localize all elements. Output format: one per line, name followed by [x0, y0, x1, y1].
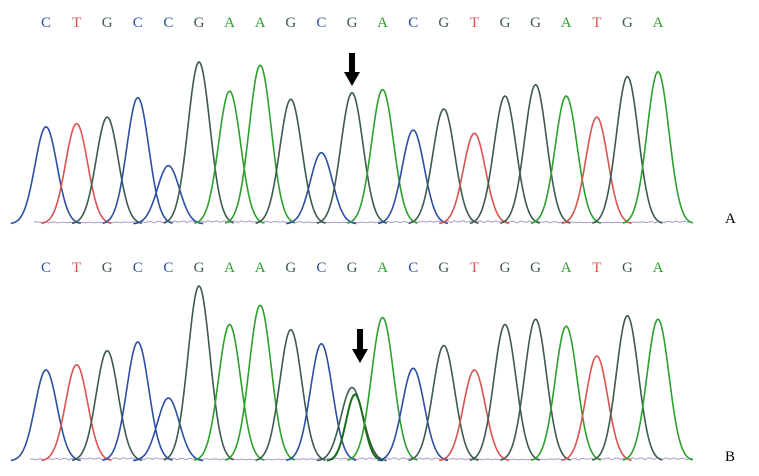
- baseline-noise-trace: [33, 220, 692, 224]
- panel-b-peak-3: [102, 341, 173, 462]
- panel-b-peak-10: [316, 386, 387, 462]
- panel-b-peak-1: [41, 363, 112, 462]
- panel-a-variant-arrow-icon: [344, 53, 360, 86]
- panel-b-base-18: T: [592, 260, 601, 276]
- panel-a-base-7: A: [255, 15, 266, 31]
- panel-a-peak-11: [347, 88, 418, 224]
- panel-a-base-15: G: [500, 15, 511, 31]
- panel-b-base-17: A: [561, 260, 572, 276]
- panel-b-base-2: G: [102, 260, 113, 276]
- panel-a-base-3: C: [133, 15, 143, 31]
- panel-b-peak-15: [469, 323, 541, 461]
- panel-a-base-12: C: [408, 15, 418, 31]
- panel-b-peak-12: [377, 367, 449, 462]
- panel-b-base-14: T: [470, 260, 479, 276]
- panel-a-base-6: A: [224, 15, 235, 31]
- panel-a-base-8: G: [285, 15, 296, 31]
- panel-b-base-16: G: [530, 260, 541, 276]
- panel-b-base-10: G: [347, 260, 358, 276]
- panel-a-peak-5: [163, 61, 235, 224]
- panel-a-base-1: T: [72, 15, 81, 31]
- panel-a-base-5: G: [194, 15, 205, 31]
- panel-a-base-17: A: [561, 15, 572, 31]
- panel-b-peak-5: [163, 285, 235, 461]
- panel-b-base-6: A: [224, 260, 235, 276]
- panel-b-peak-20: [622, 318, 694, 461]
- panel-b-base-11: A: [377, 260, 388, 276]
- panel-a-base-0: C: [41, 15, 51, 31]
- panel-a-base-11: A: [377, 15, 388, 31]
- panel-a-peak-0: [10, 125, 81, 225]
- panel-b-peak-4: [133, 397, 204, 462]
- panel-b-peak-16: [500, 318, 571, 461]
- panel-a-base-4: C: [163, 15, 173, 31]
- panel-a-base-14: T: [470, 15, 479, 31]
- panel-b-peak-18: [561, 355, 632, 462]
- panel-a-peak-17: [530, 95, 602, 224]
- panel-a-base-16: G: [530, 15, 541, 31]
- panel-a-peak-16: [500, 83, 571, 224]
- panel-b-peak-6: [194, 323, 265, 461]
- panel-b-base-8: G: [285, 260, 296, 276]
- panel-b-peak-9: [286, 342, 357, 462]
- panel-a-peak-6: [194, 90, 265, 224]
- chromatogram-panel-a: C T G C C G A A G C G A C G T G G A T G A A: [10, 15, 736, 227]
- panel-b-label: B: [725, 449, 735, 465]
- panel-b-base-19: G: [622, 260, 633, 276]
- panel-b-base-5: G: [194, 260, 205, 276]
- panel-b-peak-13: [408, 344, 479, 462]
- panel-a-peak-9: [286, 151, 357, 225]
- panel-b-base-1: T: [72, 260, 81, 276]
- panel-b-peak-11: [347, 316, 418, 461]
- panel-a-peak-12: [377, 129, 449, 225]
- panel-a-peak-8: [255, 98, 326, 225]
- panel-b-base-3: C: [133, 260, 143, 276]
- panel-b-base-20: A: [653, 260, 664, 276]
- panel-a-base-13: G: [438, 15, 449, 31]
- panel-b-peak-19: [591, 314, 663, 461]
- panel-b-peak-8: [255, 328, 326, 461]
- panel-b-base-15: G: [500, 260, 511, 276]
- panel-a-base-18: T: [592, 15, 601, 31]
- panel-b-base-9: C: [316, 260, 326, 276]
- panel-b-base-7: A: [255, 260, 266, 276]
- panel-a-base-2: G: [102, 15, 113, 31]
- panel-b-peak-2: [71, 349, 143, 462]
- panel-a-peak-15: [469, 95, 540, 224]
- panel-b-base-4: C: [163, 260, 173, 276]
- panel-a-peak-14: [439, 132, 510, 225]
- panel-a-peak-20: [622, 70, 694, 224]
- panel-a-peak-19: [591, 75, 663, 224]
- panel-b-peak-0: [10, 369, 81, 462]
- panel-b-base-13: G: [438, 260, 449, 276]
- panel-b-peak-17: [530, 325, 602, 461]
- chromatogram-panel-b: C T G C C G A A G C G A C G T G G A T G A B: [10, 260, 735, 465]
- panel-a-label: A: [725, 211, 736, 227]
- panel-a-peak-3: [102, 96, 173, 224]
- panel-a-peak-13: [408, 108, 479, 225]
- panel-a-base-19: G: [622, 15, 633, 31]
- panel-a-peak-7: [224, 64, 296, 224]
- panel-a-peak-2: [71, 116, 143, 225]
- panel-b-variant-arrow-icon: [352, 329, 368, 363]
- panel-b-base-12: C: [408, 260, 418, 276]
- panel-b-secondary-peak-10: [326, 393, 383, 462]
- panel-a-peak-1: [41, 122, 112, 225]
- panel-b-peak-7: [224, 304, 296, 461]
- panel-a-peak-18: [561, 116, 632, 225]
- panel-a-peak-10: [316, 91, 388, 224]
- panel-a-base-20: A: [653, 15, 664, 31]
- panel-a-base-9: C: [316, 15, 326, 31]
- panel-b-peak-14: [439, 369, 510, 462]
- panel-b-base-0: C: [41, 260, 51, 276]
- panel-a-peak-4: [133, 164, 204, 225]
- panel-a-base-10: G: [347, 15, 358, 31]
